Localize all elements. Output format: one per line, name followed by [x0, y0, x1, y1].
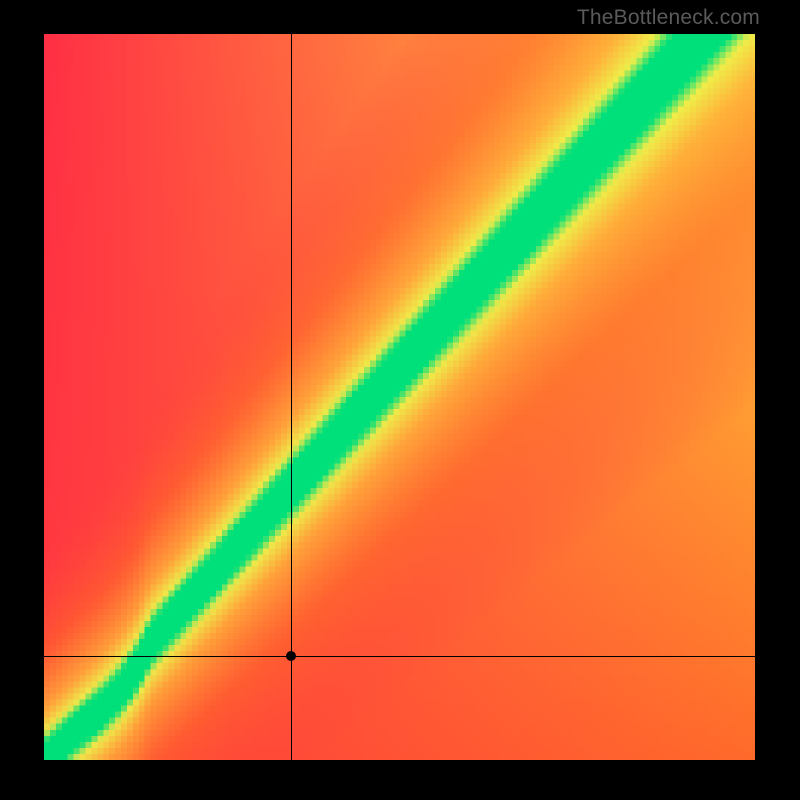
- watermark-text: TheBottleneck.com: [577, 6, 760, 30]
- heatmap-plot-area: [44, 34, 755, 760]
- crosshair-marker[interactable]: [286, 651, 296, 661]
- crosshair-horizontal: [44, 656, 755, 657]
- heatmap-canvas: [44, 34, 755, 760]
